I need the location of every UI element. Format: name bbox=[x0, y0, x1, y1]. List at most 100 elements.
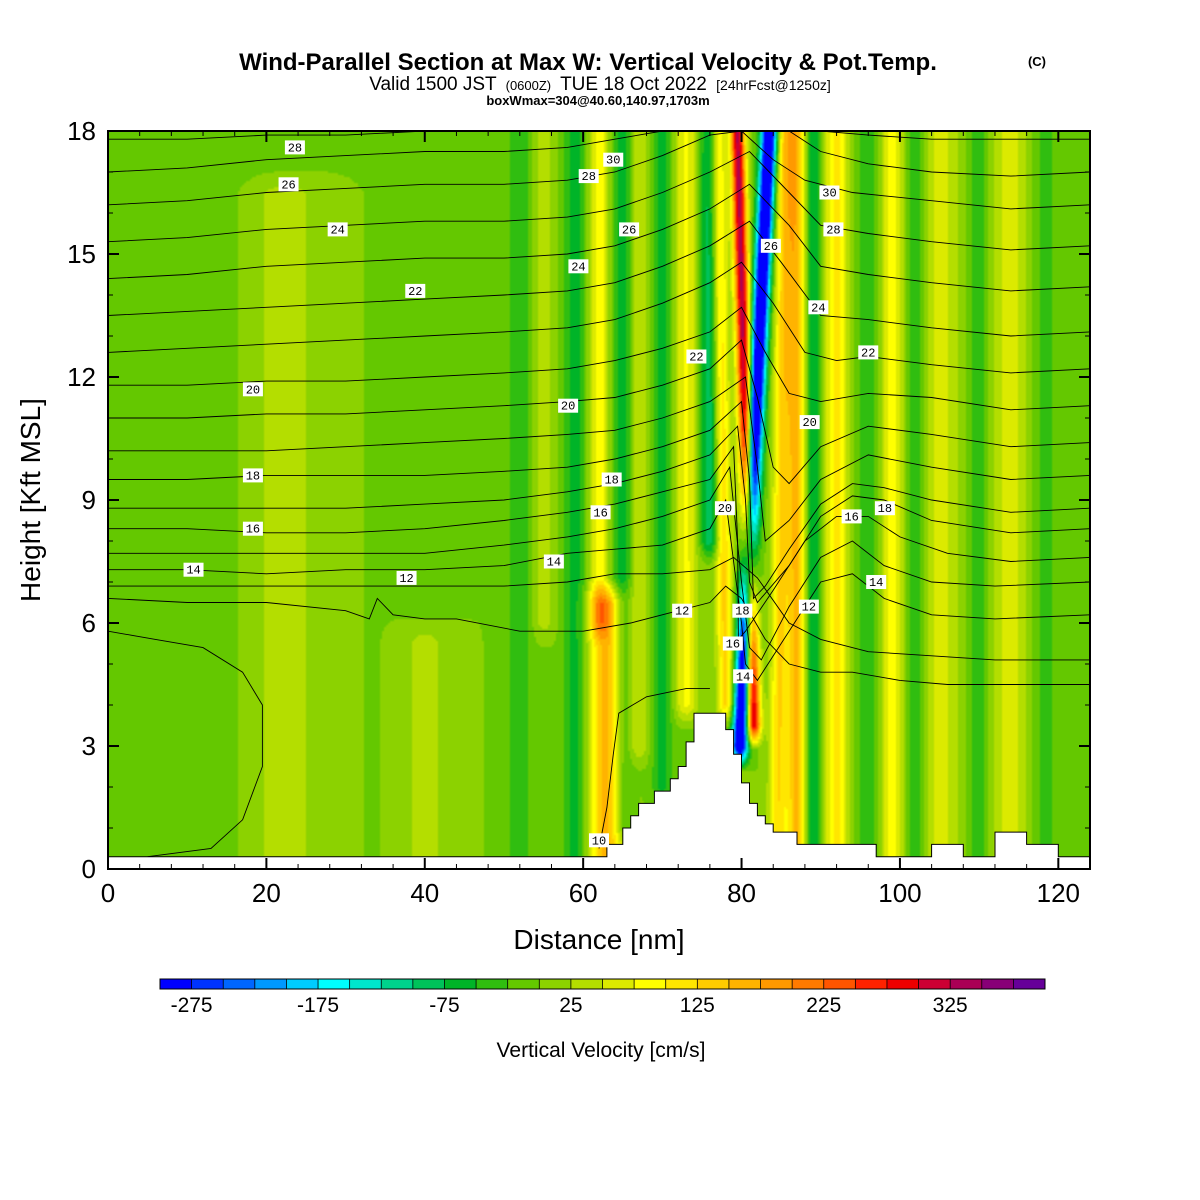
theta-contour bbox=[108, 261, 1090, 374]
contour-label: 10 bbox=[589, 833, 609, 848]
colorbar-swatch bbox=[318, 979, 350, 989]
contour-label-text: 12 bbox=[802, 601, 816, 615]
valid-time-line: Valid 1500 JST (0600Z) TUE 18 Oct 2022 [… bbox=[369, 74, 831, 95]
contour-label: 12 bbox=[798, 599, 819, 615]
contour-label-text: 16 bbox=[593, 506, 607, 520]
contour-label-text: 18 bbox=[735, 605, 749, 619]
theta-contour bbox=[108, 131, 1090, 140]
colorbar-swatch bbox=[886, 979, 919, 989]
contour-label-text: 30 bbox=[606, 154, 620, 168]
contour-label: 18 bbox=[874, 501, 895, 516]
contour-label: 24 bbox=[568, 259, 589, 274]
x-tick-label: 40 bbox=[410, 878, 439, 908]
contour-label: 20 bbox=[558, 398, 579, 414]
theta-contour bbox=[108, 376, 1090, 542]
contour-label: 20 bbox=[799, 415, 820, 430]
plot-area: 10 12 12 12 14 14 14 14 16 16 16 16 18 18 18 18 20 20 20 20… bbox=[108, 131, 1090, 869]
colorbar-swatch bbox=[665, 979, 698, 989]
contour-label-text: 16 bbox=[726, 638, 740, 652]
y-tick-label: 18 bbox=[67, 116, 96, 146]
contour-label-text: 26 bbox=[764, 240, 778, 254]
x-axis: 0 20 40 60 80 100 120 bbox=[101, 131, 1080, 908]
theta-contour bbox=[108, 150, 1090, 251]
contour-label-text: 18 bbox=[878, 502, 892, 516]
colorbar-swatch bbox=[539, 979, 572, 989]
contour-label: 28 bbox=[284, 140, 305, 155]
chart-title: Wind-Parallel Section at Max W: Vertical… bbox=[239, 49, 937, 76]
contour-label: 16 bbox=[242, 521, 263, 537]
colorbar-swatch bbox=[602, 979, 635, 989]
contour-label: 14 bbox=[733, 669, 754, 684]
x-tick-label: 120 bbox=[1037, 878, 1080, 908]
theta-contour bbox=[108, 465, 1090, 661]
contour-label: 28 bbox=[823, 222, 844, 237]
y-tick-label: 0 bbox=[82, 854, 96, 884]
colorbar-swatch bbox=[728, 979, 761, 989]
theta-contour bbox=[108, 400, 1090, 600]
theta-contour bbox=[108, 556, 1090, 661]
contour-label-text: 20 bbox=[802, 416, 816, 430]
colorbar-swatch bbox=[950, 979, 983, 989]
colorbar-swatch bbox=[855, 979, 888, 989]
contour-label-text: 20 bbox=[718, 502, 732, 516]
valid-prefix: Valid 1500 JST bbox=[369, 74, 497, 95]
contour-label: 22 bbox=[858, 345, 879, 360]
colorbar-swatch bbox=[981, 979, 1014, 989]
contour-label-text: 28 bbox=[582, 170, 596, 184]
theta-contour bbox=[108, 131, 1090, 177]
contour-label: 26 bbox=[278, 177, 299, 192]
contour-label: 12 bbox=[396, 570, 417, 586]
contour-label-text: 26 bbox=[622, 223, 636, 237]
colorbar-tick-label: 325 bbox=[933, 994, 968, 1017]
y-axis-label: Height [Kft MSL] bbox=[15, 398, 46, 602]
x-tick-label: 80 bbox=[727, 878, 756, 908]
contour-label-text: 10 bbox=[592, 834, 606, 848]
colorbar-swatch bbox=[223, 979, 256, 989]
colorbar-swatch bbox=[254, 979, 287, 989]
contour-label: 12 bbox=[672, 603, 693, 619]
colorbar-swatch bbox=[507, 979, 540, 989]
colorbar-tick-label: 25 bbox=[559, 994, 582, 1017]
contour-label: 14 bbox=[183, 562, 204, 578]
theta-contour bbox=[108, 498, 1090, 682]
contour-label: 22 bbox=[686, 349, 707, 365]
contour-label: 14 bbox=[866, 575, 887, 590]
contour-label-text: 22 bbox=[689, 351, 703, 365]
copyright-mark: (C) bbox=[1028, 54, 1046, 69]
colorbar-tick-label: -75 bbox=[429, 994, 459, 1017]
theta-contour bbox=[108, 425, 1090, 604]
contour-label: 18 bbox=[242, 468, 263, 483]
contour-label-text: 22 bbox=[408, 285, 422, 299]
box-wmax-label: boxWmax=304@40.60,140.97,1703m bbox=[486, 93, 709, 108]
colorbar-swatch bbox=[191, 979, 224, 989]
colorbar-tick-label: 125 bbox=[680, 994, 715, 1017]
x-tick-label: 20 bbox=[252, 878, 281, 908]
colorbar-label: Vertical Velocity [cm/s] bbox=[497, 1039, 706, 1062]
vertical-velocity-field bbox=[108, 131, 1090, 869]
contour-label: 20 bbox=[242, 382, 263, 397]
colorbar-swatch bbox=[476, 979, 508, 989]
contour-label: 24 bbox=[808, 300, 829, 315]
x-tick-label: 100 bbox=[878, 878, 921, 908]
theta-contour bbox=[108, 306, 1090, 411]
colorbar-swatch bbox=[444, 979, 477, 989]
theta-contour bbox=[108, 131, 1090, 210]
contour-label-text: 16 bbox=[844, 510, 858, 524]
contour-label-text: 14 bbox=[869, 576, 883, 590]
contour-label-text: 24 bbox=[571, 260, 585, 274]
contour-label-text: 20 bbox=[246, 383, 260, 397]
contour-label-text: 14 bbox=[547, 556, 561, 570]
y-tick-label: 3 bbox=[82, 731, 96, 761]
colorbar-swatch bbox=[760, 979, 793, 989]
contour-label: 30 bbox=[603, 152, 624, 168]
contour-label: 26 bbox=[619, 222, 640, 237]
contour-label: 20 bbox=[714, 501, 735, 516]
contour-label-text: 30 bbox=[822, 187, 836, 201]
contour-label-text: 24 bbox=[330, 223, 344, 237]
colorbar-swatch bbox=[697, 979, 730, 989]
contour-label: 18 bbox=[601, 472, 622, 488]
colorbar-swatch bbox=[1013, 979, 1046, 989]
colorbar: -275 -175 -75 25 125 225 325 bbox=[159, 978, 1046, 1017]
theta-contour bbox=[108, 220, 1090, 337]
